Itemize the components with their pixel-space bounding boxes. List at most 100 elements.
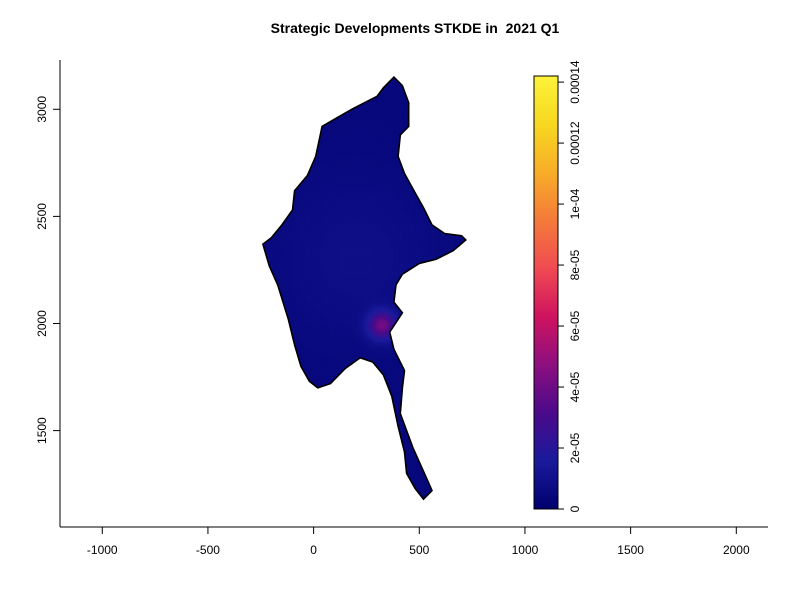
density-cell <box>288 348 291 351</box>
density-cell <box>266 399 269 403</box>
density-cell <box>271 187 274 190</box>
density-cell <box>271 425 274 428</box>
density-cell <box>286 139 289 142</box>
density-cell <box>281 161 284 164</box>
density-cell <box>281 81 284 84</box>
density-cell <box>268 478 271 481</box>
density-cell <box>288 142 291 145</box>
density-cell <box>281 153 284 156</box>
density-cell <box>271 134 274 137</box>
density-cell <box>293 77 296 80</box>
density-cell <box>278 398 281 401</box>
density-cell <box>262 113 266 116</box>
density-cell <box>279 123 283 127</box>
density-cell <box>279 151 283 154</box>
density-cell <box>289 82 293 85</box>
density-cell <box>274 120 277 123</box>
density-cell <box>269 485 272 488</box>
density-cell <box>262 303 266 307</box>
density-cell <box>266 300 269 303</box>
density-cell <box>291 103 294 106</box>
density-cell <box>281 96 284 99</box>
density-cell <box>279 190 283 193</box>
density-cell <box>283 341 286 344</box>
density-cell <box>274 296 277 300</box>
density-cell <box>271 231 274 235</box>
density-cell <box>274 135 277 139</box>
density-cell <box>262 368 264 372</box>
density-cell <box>269 223 272 226</box>
density-cell <box>291 358 294 361</box>
density-cell <box>289 341 293 344</box>
density-cell <box>283 288 286 291</box>
density-cell <box>262 411 266 414</box>
density-cell <box>262 336 266 339</box>
density-cell <box>271 177 274 180</box>
density-cell <box>262 322 264 325</box>
density-cell <box>289 134 293 137</box>
density-cell <box>273 377 276 380</box>
density-cell <box>262 425 266 428</box>
density-cell <box>293 123 296 127</box>
density-cell <box>276 327 279 331</box>
density-cell <box>268 117 271 120</box>
density-cell <box>262 356 266 360</box>
density-cell <box>281 242 284 245</box>
density-cell <box>266 202 269 205</box>
density-cell <box>266 319 269 322</box>
density-cell <box>284 266 288 269</box>
density-cell <box>276 117 279 120</box>
density-cell <box>278 106 281 109</box>
density-cell <box>289 483 293 486</box>
density-cell <box>281 406 284 409</box>
density-cell <box>284 194 288 197</box>
density-cell <box>276 425 279 428</box>
density-cell <box>293 392 296 396</box>
density-cell <box>273 127 276 130</box>
density-cell <box>274 466 277 469</box>
density-cell <box>283 290 286 293</box>
density-cell <box>273 89 276 92</box>
density-cell <box>262 341 264 344</box>
density-cell <box>266 190 269 193</box>
density-cell <box>279 332 283 336</box>
density-cell <box>278 110 281 113</box>
density-cell <box>271 488 274 492</box>
density-cell <box>288 356 291 360</box>
density-cell <box>274 463 277 466</box>
density-cell <box>286 356 289 360</box>
density-cell <box>291 370 294 373</box>
density-cell <box>289 201 293 204</box>
density-cell <box>264 127 267 130</box>
density-cell <box>269 444 272 447</box>
density-cell <box>271 207 274 211</box>
density-cell <box>274 110 277 113</box>
density-cell <box>268 305 271 308</box>
density-cell <box>269 250 272 253</box>
density-cell <box>271 86 274 89</box>
density-cell <box>262 204 266 207</box>
density-cell <box>279 82 283 85</box>
density-cell <box>273 235 276 238</box>
density-cell <box>262 360 266 363</box>
density-cell <box>288 117 291 120</box>
density-cell <box>269 216 272 219</box>
density-cell <box>286 368 289 372</box>
density-cell <box>281 343 284 346</box>
density-cell <box>268 194 271 197</box>
density-cell <box>291 492 294 495</box>
density-cell <box>279 341 283 344</box>
density-cell <box>268 447 271 450</box>
density-cell <box>293 434 296 437</box>
density-cell <box>288 365 291 368</box>
density-cell <box>262 404 264 408</box>
density-cell <box>291 350 294 353</box>
density-cell <box>291 96 294 99</box>
density-cell <box>279 260 283 264</box>
density-cell <box>283 391 286 394</box>
density-cell <box>278 463 281 466</box>
density-cell <box>274 255 277 259</box>
density-cell <box>289 485 293 488</box>
density-cell <box>283 168 286 171</box>
density-cell <box>288 77 291 79</box>
